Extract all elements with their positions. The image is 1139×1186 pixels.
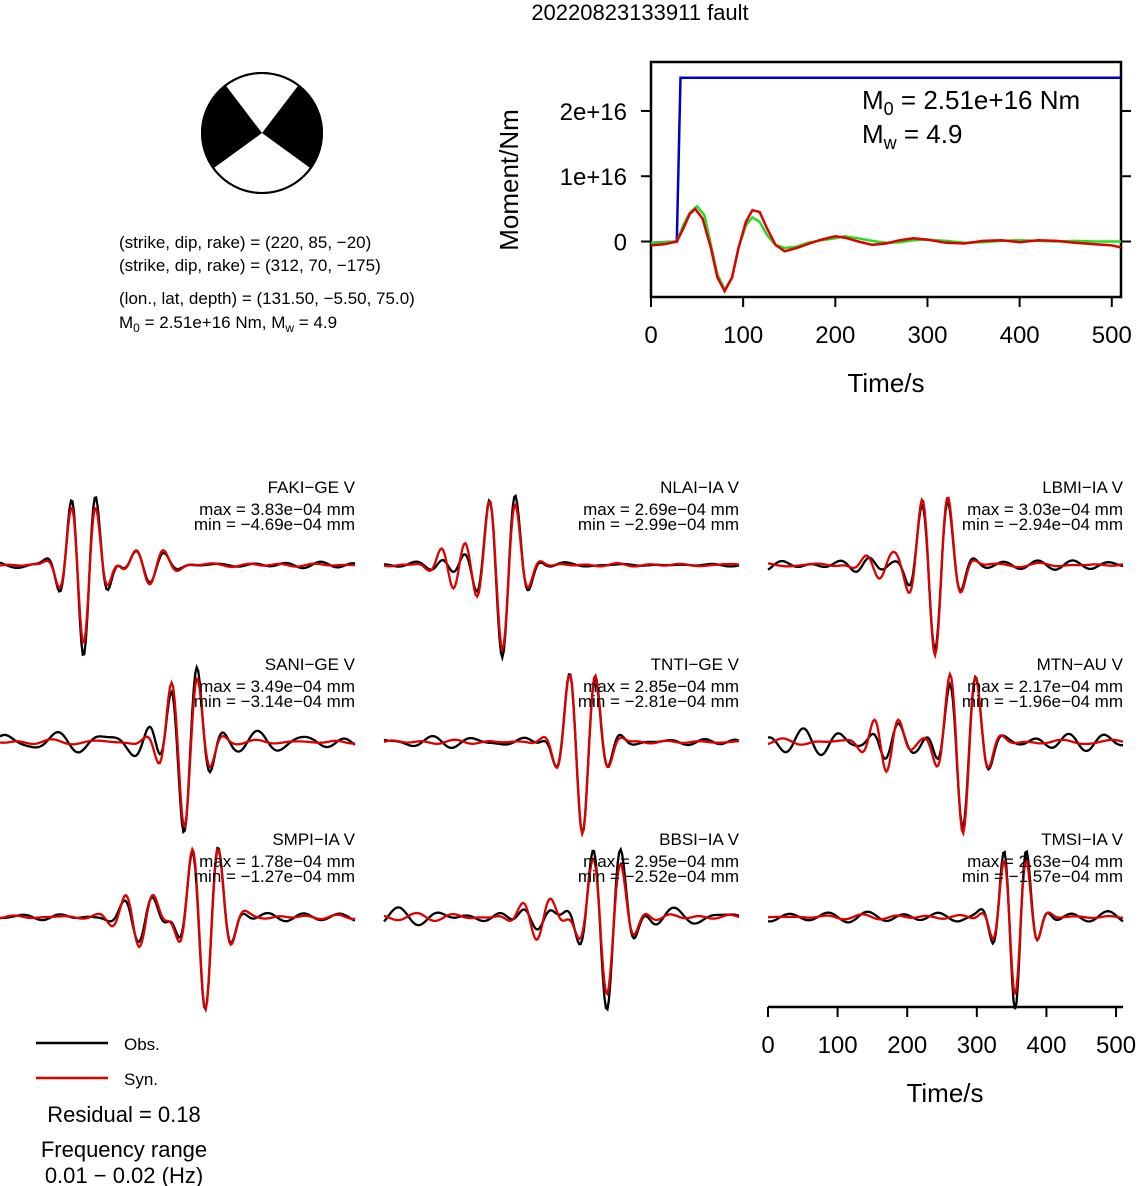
moment-ylabel: Moment/Nm — [494, 109, 524, 251]
station-name: SANI−GE V — [265, 655, 356, 674]
station-max: max = 2.95e−04 mm — [583, 852, 739, 871]
station-min: min = −2.99e−04 mm — [578, 515, 739, 534]
synthetic-trace — [768, 859, 1124, 995]
station-min: min = −2.52e−04 mm — [578, 867, 739, 886]
synthetic-trace — [0, 506, 356, 644]
figure-title: 20220823133911 fault — [531, 0, 748, 25]
moment-axes: 0 100 200 300 400 500 0 1e+16 2e+16 — [560, 99, 1132, 349]
synthetic-trace — [383, 672, 740, 838]
focal-line-4: M0 = 2.51e+16 Nm, Mw = 4.9 — [119, 313, 337, 335]
station-max: max = 1.78e−04 mm — [199, 852, 355, 871]
moment-ytick-label: 1e+16 — [560, 164, 627, 191]
moment-xtick-label: 300 — [907, 322, 947, 349]
waveform-xtick-label: 200 — [887, 1032, 927, 1059]
focal-line-3: (lon., lat, depth) = (131.50, −5.50, 75.… — [119, 289, 415, 308]
synthetic-trace — [0, 846, 356, 1013]
station-name: NLAI−IA V — [660, 478, 740, 497]
legend-syn-label: Syn. — [124, 1070, 158, 1089]
station-name: LBMI−IA V — [1042, 478, 1123, 497]
station-name: BBSI−IA V — [659, 830, 740, 849]
waveform-xtick-label: 0 — [761, 1032, 774, 1059]
station-max: max = 2.63e−04 mm — [967, 852, 1123, 871]
station-min: min = −4.69e−04 mm — [194, 515, 355, 534]
station-max: max = 2.69e−04 mm — [583, 500, 739, 519]
synthetic-trace — [767, 496, 1124, 660]
legend: Obs. Syn. — [36, 1035, 160, 1089]
station-min: min = −2.81e−04 mm — [578, 692, 739, 711]
beachball — [201, 72, 323, 194]
station-name: MTN−AU V — [1037, 655, 1124, 674]
moment-xtick-label: 400 — [1000, 322, 1040, 349]
waveform-xtick-label: 500 — [1096, 1032, 1136, 1059]
legend-obs-label: Obs. — [124, 1035, 160, 1054]
waveform-xlabel: Time/s — [906, 1078, 983, 1108]
station-max: max = 3.49e−04 mm — [199, 677, 355, 696]
station-name: TNTI−GE V — [651, 655, 740, 674]
moment-series-red — [650, 207, 1122, 294]
moment-mw-annotation: Mw = 4.9 — [862, 119, 962, 153]
station-min: min = −1.27e−04 mm — [194, 867, 355, 886]
synthetic-trace — [0, 676, 356, 829]
moment-series-group — [650, 76, 1122, 294]
frequency-title: Frequency range — [41, 1137, 207, 1162]
moment-ytick-label: 2e+16 — [560, 99, 627, 126]
station-max: max = 2.85e−04 mm — [583, 677, 739, 696]
observed-trace — [383, 846, 740, 1012]
moment-series-green — [650, 204, 1121, 293]
synthetic-trace — [767, 670, 1124, 837]
moment-chart: 0 100 200 300 400 500 0 1e+16 2e+16 Moment/Nm Ti… — [494, 60, 1132, 398]
station-max: max = 2.17e−04 mm — [967, 677, 1123, 696]
moment-m0-annotation: M0 = 2.51e+16 Nm — [862, 85, 1080, 119]
moment-xtick-label: 100 — [723, 322, 763, 349]
synthetic-trace — [383, 500, 740, 654]
moment-xtick-label: 0 — [644, 322, 657, 349]
station-min: min = −2.94e−04 mm — [962, 515, 1123, 534]
waveform-time-axis: 0 100 200 300 400 500 — [761, 1005, 1136, 1059]
station-max: max = 3.83e−04 mm — [199, 500, 355, 519]
moment-xlabel: Time/s — [847, 368, 924, 398]
station-min: min = −1.57e−04 mm — [962, 867, 1123, 886]
focal-line-1: (strike, dip, rake) = (220, 85, −20) — [119, 233, 371, 252]
station-max: max = 3.03e−04 mm — [967, 500, 1123, 519]
moment-xtick-label: 500 — [1092, 322, 1132, 349]
waveform-xtick-label: 400 — [1026, 1032, 1066, 1059]
station-name: FAKI−GE V — [268, 478, 356, 497]
station-name: SMPI−IA V — [272, 830, 355, 849]
waveform-xtick-label: 100 — [818, 1032, 858, 1059]
waveform-xtick-label: 300 — [957, 1032, 997, 1059]
focal-line-2: (strike, dip, rake) = (312, 70, −175) — [119, 256, 381, 275]
residual-label: Residual = 0.18 — [47, 1102, 201, 1127]
station-name: TMSI−IA V — [1041, 830, 1123, 849]
moment-xtick-label: 200 — [815, 322, 855, 349]
moment-plot-frame — [649, 60, 1123, 299]
station-min: min = −3.14e−04 mm — [194, 692, 355, 711]
moment-ytick-label: 0 — [614, 230, 627, 257]
frequency-range: 0.01 − 0.02 (Hz) — [45, 1163, 203, 1186]
synthetic-trace — [383, 857, 740, 997]
station-min: min = −1.96e−04 mm — [962, 692, 1123, 711]
